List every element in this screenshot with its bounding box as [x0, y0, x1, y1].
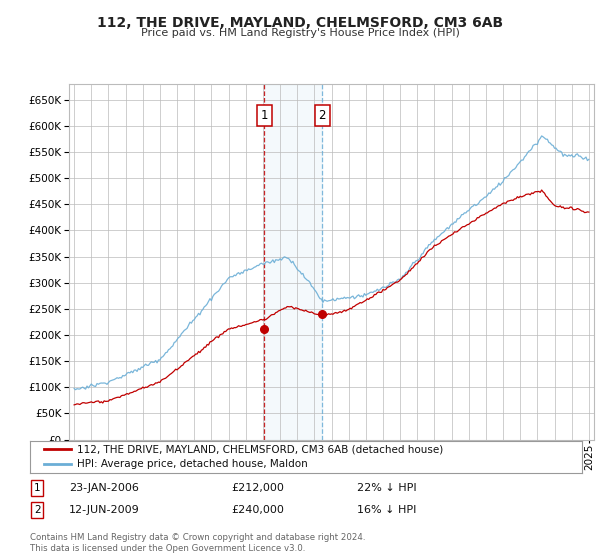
Text: 2: 2 — [34, 505, 41, 515]
Text: 16% ↓ HPI: 16% ↓ HPI — [357, 505, 416, 515]
Text: 2: 2 — [319, 109, 326, 122]
Text: Contains HM Land Registry data © Crown copyright and database right 2024.
This d: Contains HM Land Registry data © Crown c… — [30, 533, 365, 553]
Text: 23-JAN-2006: 23-JAN-2006 — [69, 483, 139, 493]
Text: 112, THE DRIVE, MAYLAND, CHELMSFORD, CM3 6AB: 112, THE DRIVE, MAYLAND, CHELMSFORD, CM3… — [97, 16, 503, 30]
Text: Price paid vs. HM Land Registry's House Price Index (HPI): Price paid vs. HM Land Registry's House … — [140, 28, 460, 38]
Text: 12-JUN-2009: 12-JUN-2009 — [69, 505, 140, 515]
Text: £240,000: £240,000 — [231, 505, 284, 515]
Text: HPI: Average price, detached house, Maldon: HPI: Average price, detached house, Mald… — [77, 459, 308, 469]
Text: £212,000: £212,000 — [231, 483, 284, 493]
Text: 1: 1 — [34, 483, 41, 493]
Bar — [264, 84, 322, 440]
Text: 112, THE DRIVE, MAYLAND, CHELMSFORD, CM3 6AB (detached house): 112, THE DRIVE, MAYLAND, CHELMSFORD, CM3… — [77, 445, 443, 455]
Text: 22% ↓ HPI: 22% ↓ HPI — [357, 483, 416, 493]
Text: 1: 1 — [260, 109, 268, 122]
